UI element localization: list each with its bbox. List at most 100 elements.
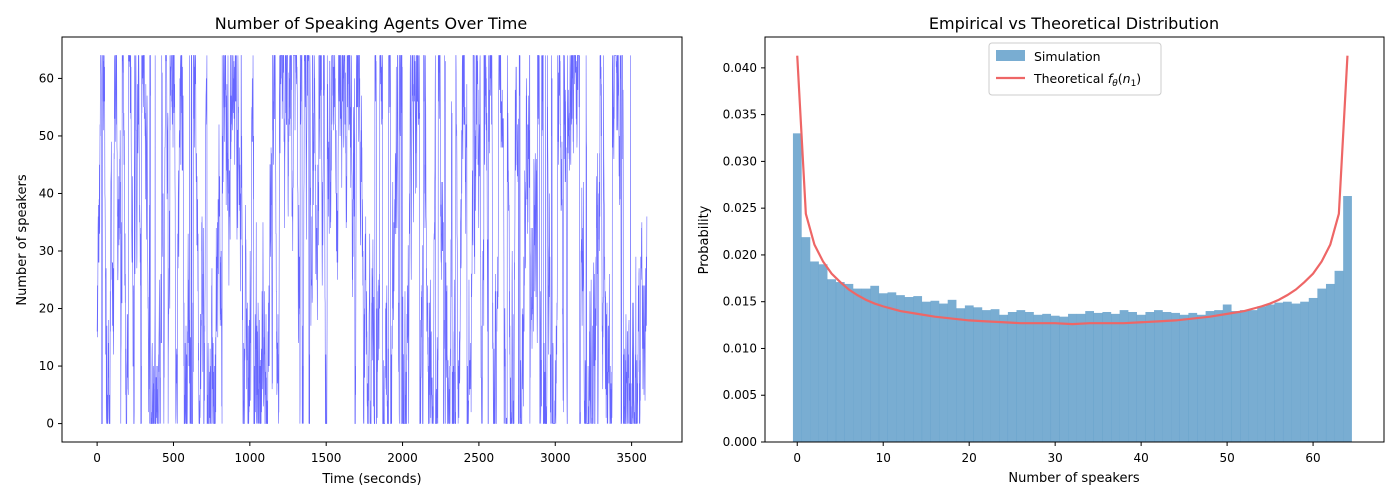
histogram-bar [1033, 314, 1043, 442]
legend-theoretical-prefix: Theoretical [1033, 71, 1108, 86]
speakers-time-series-line [96, 55, 648, 424]
histogram-bar [999, 314, 1009, 442]
histogram-bar [818, 264, 828, 442]
time-series-chart: Number of Speaking Agents Over Time 0 500… [15, 14, 683, 487]
histogram-bar [1205, 311, 1215, 442]
histogram-bar [1291, 303, 1301, 442]
chart1-ytick-label: 0 [46, 417, 54, 431]
chart2-ytick-label: 0.010 [723, 341, 757, 355]
chart2-ytick-label: 0.025 [723, 201, 757, 215]
histogram-bar [1265, 304, 1275, 442]
histogram-bar [801, 237, 811, 442]
histogram-bar [896, 295, 905, 442]
histogram-bar [1248, 310, 1258, 442]
chart1-axes-frame [61, 36, 683, 443]
histogram-bar [1102, 311, 1112, 442]
histogram-bar [939, 303, 948, 442]
histogram-bar [1179, 314, 1189, 442]
histogram-bar [835, 282, 845, 442]
histogram-bar [973, 307, 983, 442]
histogram-bar [887, 292, 897, 442]
chart1-xtick-label: 2000 [387, 451, 418, 465]
histogram-bar [990, 309, 1000, 442]
chart2-ytick-label: 0.000 [723, 435, 757, 449]
chart1-plot-area [96, 55, 648, 424]
chart1-title: Number of Speaking Agents Over Time [215, 14, 527, 33]
chart1-xtick-label: 0 [93, 451, 101, 465]
histogram-bar [1059, 316, 1069, 442]
histogram-bar [913, 296, 923, 442]
histogram-bar [1076, 313, 1086, 442]
histogram-bar [1334, 270, 1344, 442]
histogram-bar [1343, 196, 1352, 442]
chart2-ytick-label: 0.015 [723, 295, 757, 309]
histogram-bar [1162, 311, 1172, 442]
histogram-bar [1240, 310, 1249, 442]
chart2-xlabel: Number of speakers [1008, 471, 1139, 486]
histogram-bar [1136, 314, 1146, 442]
chart2-ytick-label: 0.040 [723, 61, 757, 75]
histogram-bar [1085, 311, 1094, 442]
chart1-y-ticks: 0 10 20 30 40 50 60 [39, 71, 62, 431]
histogram-bar [861, 288, 871, 442]
legend-swatch-simulation [996, 50, 1025, 61]
legend-theoretical-paren-close: ) [1136, 71, 1141, 86]
histogram-bar [1128, 311, 1137, 442]
histogram-bar [1171, 312, 1180, 442]
histogram-bar [1300, 301, 1309, 442]
chart1-x-ticks: 0 500 1000 1500 2000 2500 3000 3500 [93, 442, 647, 465]
histogram-bar [956, 308, 966, 442]
histogram-bar [1025, 311, 1034, 442]
chart2-theory-curve [796, 55, 1349, 326]
legend-theoretical-n: n [1123, 71, 1131, 86]
chart2-ytick-label: 0.030 [723, 154, 757, 168]
histogram-bar [810, 261, 819, 442]
chart2-y-ticks: 0.000 0.005 0.010 0.015 0.020 0.025 0.030 0.035… [723, 61, 765, 449]
legend-theoretical-f: f [1108, 71, 1114, 86]
histogram-bar [1282, 301, 1292, 442]
histogram-bar [1042, 313, 1052, 442]
histogram-bar [1308, 297, 1318, 442]
chart1-ytick-label: 40 [39, 186, 54, 200]
histogram-bar [1068, 313, 1077, 442]
histogram-bar [1016, 310, 1026, 442]
chart1-xtick-label: 1500 [311, 451, 342, 465]
chart2-ylabel: Probability [697, 205, 712, 274]
chart2-xtick-label: 20 [962, 451, 977, 465]
chart1-xtick-label: 2500 [464, 451, 495, 465]
histogram-bar [1222, 304, 1232, 442]
legend-box [988, 42, 1162, 96]
chart1-xtick-label: 1000 [235, 451, 266, 465]
chart2-ytick-label: 0.020 [723, 248, 757, 262]
chart1-ytick-label: 50 [39, 129, 54, 143]
chart2-axes-frame [764, 36, 1385, 443]
histogram-bar [1231, 311, 1241, 442]
histogram-bar [792, 133, 802, 442]
chart1-ytick-label: 30 [39, 244, 54, 258]
chart1-ytick-label: 60 [39, 71, 54, 85]
histogram-bar [878, 293, 888, 442]
histogram-bar [1154, 310, 1163, 442]
chart2-xtick-label: 10 [876, 451, 891, 465]
chart2-histogram [792, 133, 1352, 442]
chart1-ytick-label: 20 [39, 302, 54, 316]
chart2-title: Empirical vs Theoretical Distribution [929, 14, 1219, 33]
histogram-bar [827, 279, 837, 442]
histogram-bar [1188, 312, 1198, 442]
legend-label-theoretical: Theoretical fθ(n1) [1033, 71, 1141, 89]
chart1-xlabel: Time (seconds) [321, 472, 421, 487]
histogram-bar [1007, 311, 1017, 442]
histogram-bar [1050, 315, 1060, 442]
histogram-bar [1145, 311, 1155, 442]
chart1-xtick-label: 500 [162, 451, 185, 465]
histogram-bar [1274, 302, 1284, 442]
histogram-bar [870, 285, 880, 442]
legend-theoretical-paren-open: ( [1118, 71, 1123, 86]
chart2-xtick-label: 50 [1219, 451, 1234, 465]
chart1-xtick-label: 3000 [540, 451, 571, 465]
histogram-bar [1325, 283, 1335, 442]
chart2-ytick-label: 0.035 [723, 108, 757, 122]
chart2-ytick-label: 0.005 [723, 388, 757, 402]
histogram-bar [1119, 310, 1129, 442]
